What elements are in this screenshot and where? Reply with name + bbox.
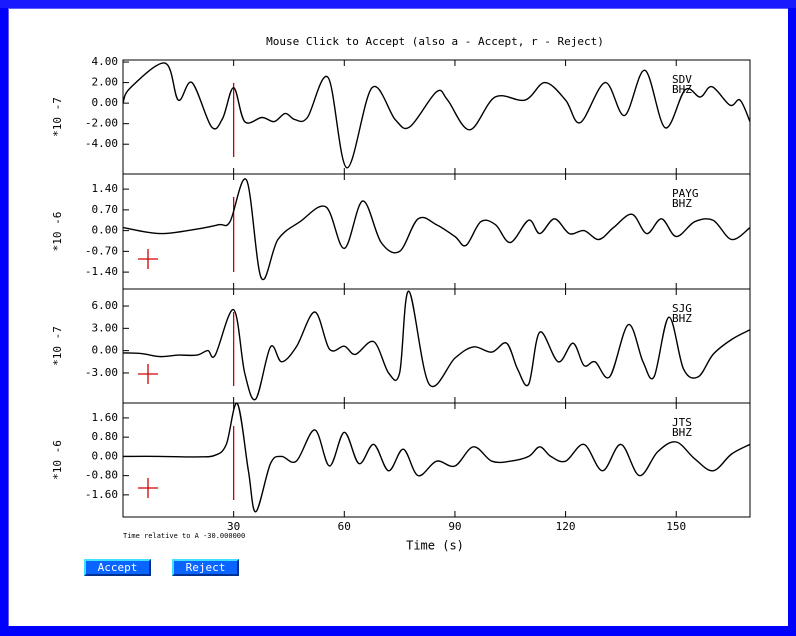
y-tick-label: -4.00 bbox=[85, 137, 118, 150]
marker-cross bbox=[138, 249, 158, 269]
plot-title: Mouse Click to Accept (also a - Accept, … bbox=[266, 35, 604, 48]
x-axis-label: Time (s) bbox=[406, 539, 464, 553]
x-tick-label: 120 bbox=[556, 520, 576, 533]
waveform bbox=[122, 178, 751, 281]
x-tick-label: 90 bbox=[448, 520, 461, 533]
station-label: PAYG bbox=[672, 187, 699, 200]
panel-frame bbox=[122, 59, 751, 175]
y-unit-label: *10 -7 bbox=[51, 97, 64, 137]
y-unit-label: *10 -6 bbox=[51, 212, 64, 252]
y-tick-label: 0.00 bbox=[92, 224, 119, 237]
waveform bbox=[122, 62, 751, 169]
channel-label: BHZ bbox=[672, 83, 692, 96]
x-tick-label: 150 bbox=[666, 520, 686, 533]
y-tick-label: 6.00 bbox=[92, 299, 119, 312]
title-bar bbox=[0, 0, 796, 8]
accept-button[interactable]: Accept bbox=[84, 559, 151, 576]
marker-cross bbox=[138, 478, 158, 498]
station-label: JTS bbox=[672, 416, 692, 429]
y-unit-label: *10 -7 bbox=[51, 326, 64, 366]
time-note: Time relative to A -30.000000 bbox=[123, 532, 245, 540]
y-tick-label: 0.70 bbox=[92, 203, 119, 216]
panel-frame bbox=[122, 173, 751, 290]
y-tick-label: -2.00 bbox=[85, 117, 118, 130]
y-tick-label: 4.00 bbox=[92, 55, 119, 68]
y-tick-label: 0.00 bbox=[92, 96, 119, 109]
channel-label: BHZ bbox=[672, 426, 692, 439]
x-tick-label: 30 bbox=[227, 520, 240, 533]
marker-cross bbox=[138, 364, 158, 384]
waveform bbox=[122, 402, 751, 513]
panel-frame bbox=[122, 402, 751, 518]
x-tick-label: 60 bbox=[338, 520, 351, 533]
y-tick-label: -0.80 bbox=[85, 469, 118, 482]
y-tick-label: 0.00 bbox=[92, 449, 119, 462]
channel-label: BHZ bbox=[672, 312, 692, 325]
y-unit-label: *10 -6 bbox=[51, 440, 64, 480]
y-tick-label: -0.70 bbox=[85, 244, 118, 257]
station-label: SDV bbox=[672, 73, 692, 86]
y-tick-label: -1.60 bbox=[85, 488, 118, 501]
y-tick-label: -3.00 bbox=[85, 366, 118, 379]
y-tick-label: 1.40 bbox=[92, 182, 119, 195]
panel-frame bbox=[122, 288, 751, 404]
station-label: SJG bbox=[672, 302, 692, 315]
y-tick-label: 1.60 bbox=[92, 411, 119, 424]
y-tick-label: 2.00 bbox=[92, 76, 119, 89]
channel-label: BHZ bbox=[672, 197, 692, 210]
y-tick-label: 0.80 bbox=[92, 430, 119, 443]
reject-button[interactable]: Reject bbox=[172, 559, 239, 576]
y-tick-label: 3.00 bbox=[92, 321, 119, 334]
waveform bbox=[122, 290, 751, 401]
y-tick-label: -1.40 bbox=[85, 265, 118, 278]
y-tick-label: 0.00 bbox=[92, 344, 119, 357]
